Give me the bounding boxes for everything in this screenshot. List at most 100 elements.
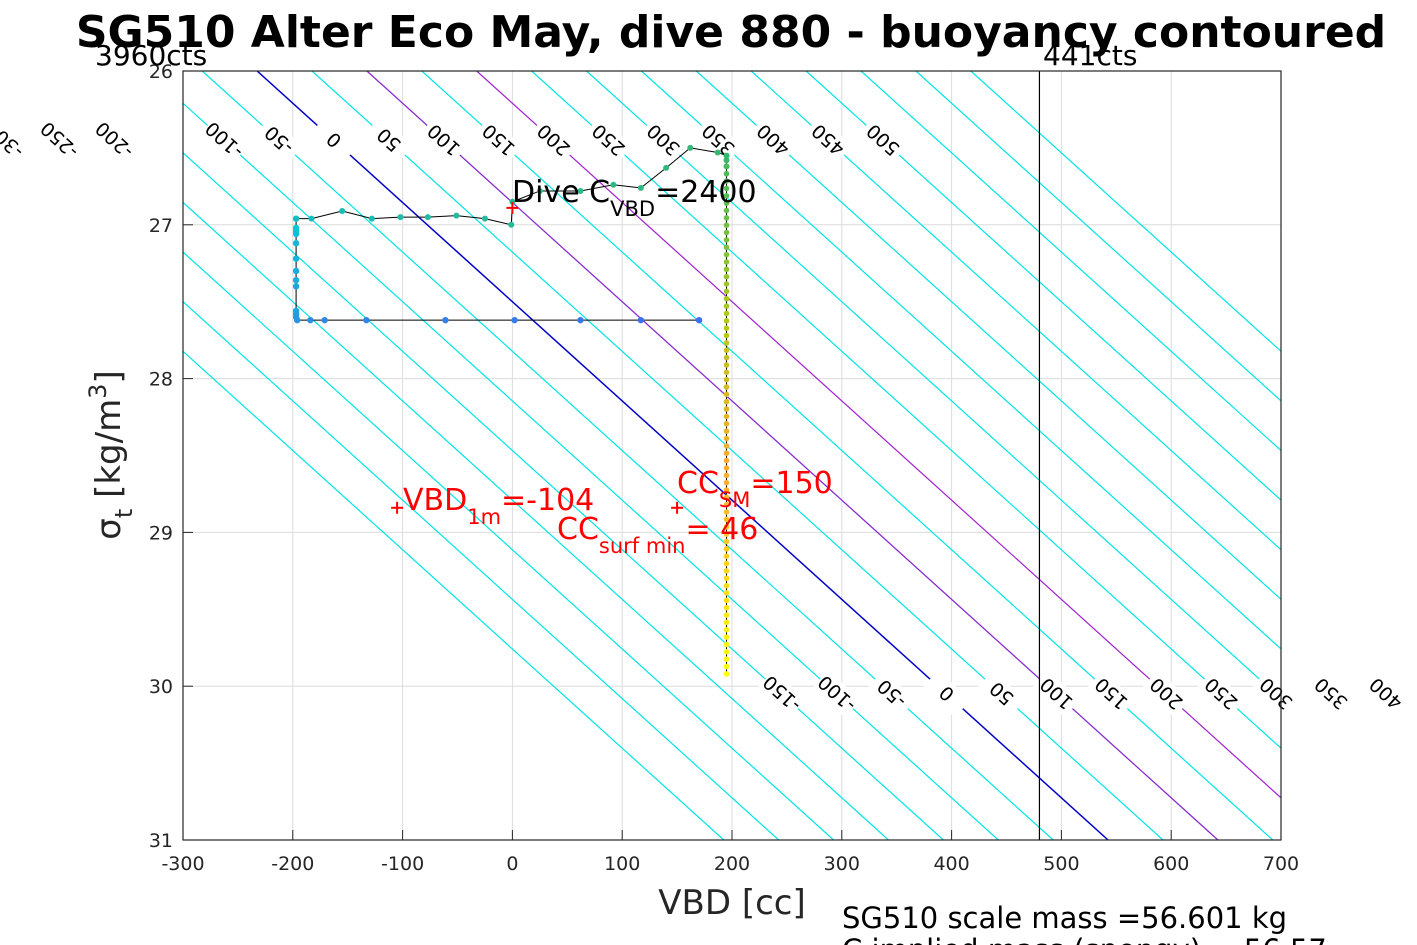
contour-line-cyan [531,71,1281,750]
vertical-series-point [723,479,730,486]
dive-points [292,144,730,677]
vertical-series-point [723,259,730,265]
vertical-series-point [723,207,730,214]
vertical-series-point [723,185,730,192]
contour-line-cyan [970,71,1281,353]
vertical-series-point [723,582,730,589]
x-axis-ticks: -300 -200 -100 0 100 200 300 400 500 600 700 [161,830,1299,875]
dive-point [695,316,703,324]
contour-label-bg [1086,670,1136,718]
contour-line-cyan [183,102,999,840]
y-tick-label: 27 [149,215,173,237]
dive-point [292,267,300,275]
contour-line-cyan [183,251,834,840]
vertical-series-point [723,170,730,177]
contour-label-bg [474,116,523,164]
contour-line-cyan [183,300,780,840]
dive-point [442,316,449,324]
reference-markers [391,201,684,514]
contour-line-cyan [421,71,1274,840]
contour-line-cyan [311,71,1164,840]
contour-label-bg [748,116,798,164]
contour-label-bg [199,116,249,164]
dive-point [292,240,300,247]
x-tick-label: 500 [1043,853,1079,875]
contour-label-bg [0,116,29,164]
vertical-series-point [723,568,730,574]
y-axis-label: σt [kg/m3] [84,370,138,539]
climb-point [610,181,617,188]
vertical-series-point [723,229,730,236]
vertical-series-point [723,273,730,280]
contour-label-bg [1251,670,1301,718]
x-tick-label: -300 [161,853,204,875]
vertical-series-point [723,200,730,206]
vertical-series-point [723,266,730,273]
climb-point [368,215,375,222]
x-tick-label: 0 [506,853,518,875]
climb-track-line [296,147,728,226]
contour-label-bg [1031,670,1081,718]
vertical-series-point [723,443,730,449]
contour-line-cyan [860,71,1281,452]
contour-line-purple [366,71,1219,840]
contour-label: 0 [922,670,971,718]
contour-label-bg [858,116,908,164]
contour-line-cyan [750,71,1281,551]
footer-scale-mass: SG510 scale mass =56.601 kg [842,901,1287,935]
contour-label: 250 [583,116,633,164]
vbd-1m-annotation: VBD1m=-104 [403,483,594,529]
vertical-series-point [723,192,730,199]
counts-left-label: 3960cts [95,39,207,72]
y-tick-label: 29 [149,522,173,544]
vertical-series-point [723,384,730,390]
vertical-series-point [723,163,730,170]
vertical-series-point [723,509,730,515]
vertical-series-point [723,435,730,442]
contour-label-bg [1306,670,1356,718]
vertical-series-point [723,612,730,618]
contour-label-bg [812,670,861,718]
contour-label: 200 [528,116,578,164]
vertical-series-point [723,340,730,346]
vertical-series-point [723,649,730,655]
contour-label-bg [757,670,807,718]
climb-point [424,214,431,221]
x-tick-label: 300 [824,853,860,875]
contour-label-bg [309,116,359,164]
dive-point [307,316,314,324]
buoyancy-contours [183,71,1281,840]
vertical-series-point [723,281,730,287]
y-tick-label: 31 [149,830,173,852]
contour-label-bg [528,116,578,164]
climb-point [509,198,516,205]
contour-label: 0 [309,116,359,164]
vertical-series-point [723,553,730,560]
climb-point [723,157,730,164]
contour-label-bg [1141,670,1191,718]
vertical-series-point [723,413,730,420]
vertical-series-point [723,295,730,302]
contour-line-cyan [183,152,944,840]
contour-label-bg [1196,670,1246,718]
contour-labels: -300 -250 -200 -100 -50 0 50 100 150 200 250 300 350… [0,116,1417,718]
vertical-series-point [723,237,730,243]
vertical-series-point [723,288,730,295]
vertical-series-point [723,244,730,251]
counts-right-label: 441cts [1043,39,1137,72]
x-tick-label: 600 [1153,853,1189,875]
contour-label-bg [364,116,413,164]
vertical-series-point [723,619,730,626]
y-tick-label: 28 [149,369,173,391]
contour-label: 350 [1306,670,1356,718]
vertical-series-point [723,604,730,611]
contour-line-purple [476,71,1281,799]
vertical-series-point [723,347,730,354]
vertical-series-point [723,538,730,545]
vertical-series-point [723,590,730,596]
contour-line-cyan [805,71,1281,501]
contour-label-bg [419,116,468,164]
vertical-series-point [723,303,730,309]
contour-line-cyan [586,71,1281,700]
